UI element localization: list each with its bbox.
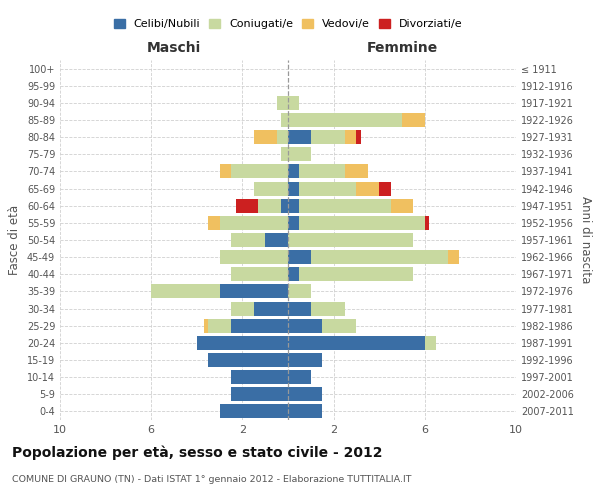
Bar <box>345 130 356 144</box>
Bar <box>299 198 391 212</box>
Bar <box>345 164 368 178</box>
Bar <box>288 198 299 212</box>
Bar <box>322 318 356 332</box>
Bar <box>288 268 299 281</box>
Bar <box>208 318 231 332</box>
Bar <box>356 130 361 144</box>
Y-axis label: Anni di nascita: Anni di nascita <box>579 196 592 284</box>
Bar <box>254 182 288 196</box>
Bar <box>288 370 311 384</box>
Bar <box>220 250 288 264</box>
Bar <box>448 250 459 264</box>
Y-axis label: Fasce di età: Fasce di età <box>8 205 21 275</box>
Bar <box>391 198 413 212</box>
Bar <box>311 250 448 264</box>
Bar <box>231 318 288 332</box>
Bar <box>288 113 402 127</box>
Text: Popolazione per età, sesso e stato civile - 2012: Popolazione per età, sesso e stato civil… <box>12 445 383 460</box>
Bar <box>197 336 288 350</box>
Bar <box>220 284 288 298</box>
Bar <box>379 182 391 196</box>
Bar <box>231 233 265 247</box>
Bar <box>425 216 430 230</box>
Bar <box>231 164 288 178</box>
Bar <box>277 96 288 110</box>
Bar <box>288 96 299 110</box>
Bar <box>231 370 288 384</box>
Bar <box>220 404 288 418</box>
Bar <box>231 268 288 281</box>
Bar <box>311 302 345 316</box>
Bar <box>288 302 311 316</box>
Bar <box>288 388 322 402</box>
Bar <box>288 318 322 332</box>
Legend: Celibi/Nubili, Coniugati/e, Vedovi/e, Divorziati/e: Celibi/Nubili, Coniugati/e, Vedovi/e, Di… <box>113 19 463 29</box>
Bar <box>311 130 345 144</box>
Bar <box>281 198 288 212</box>
Bar <box>288 336 425 350</box>
Bar <box>208 216 220 230</box>
Bar <box>299 268 413 281</box>
Text: COMUNE DI GRAUNO (TN) - Dati ISTAT 1° gennaio 2012 - Elaborazione TUTTITALIA.IT: COMUNE DI GRAUNO (TN) - Dati ISTAT 1° ge… <box>12 475 412 484</box>
Bar <box>265 233 288 247</box>
Bar <box>299 182 356 196</box>
Bar <box>254 130 277 144</box>
Bar <box>254 302 288 316</box>
Bar <box>288 148 311 162</box>
Bar <box>281 148 288 162</box>
Bar <box>288 130 311 144</box>
Bar <box>277 130 288 144</box>
Bar <box>231 302 254 316</box>
Text: Maschi: Maschi <box>147 41 201 55</box>
Bar <box>288 182 299 196</box>
Bar <box>288 250 311 264</box>
Bar <box>231 388 288 402</box>
Bar <box>288 353 322 367</box>
Bar <box>151 284 220 298</box>
Bar <box>236 198 259 212</box>
Bar <box>208 353 288 367</box>
Bar <box>288 233 413 247</box>
Bar <box>425 336 436 350</box>
Bar <box>288 164 299 178</box>
Bar <box>259 198 281 212</box>
Bar <box>299 164 345 178</box>
Bar <box>288 284 311 298</box>
Bar <box>220 164 231 178</box>
Bar <box>220 216 288 230</box>
Bar <box>356 182 379 196</box>
Bar <box>203 318 208 332</box>
Bar <box>288 216 299 230</box>
Bar <box>288 404 322 418</box>
Bar <box>281 113 288 127</box>
Bar <box>299 216 425 230</box>
Bar <box>402 113 425 127</box>
Text: Femmine: Femmine <box>367 41 437 55</box>
